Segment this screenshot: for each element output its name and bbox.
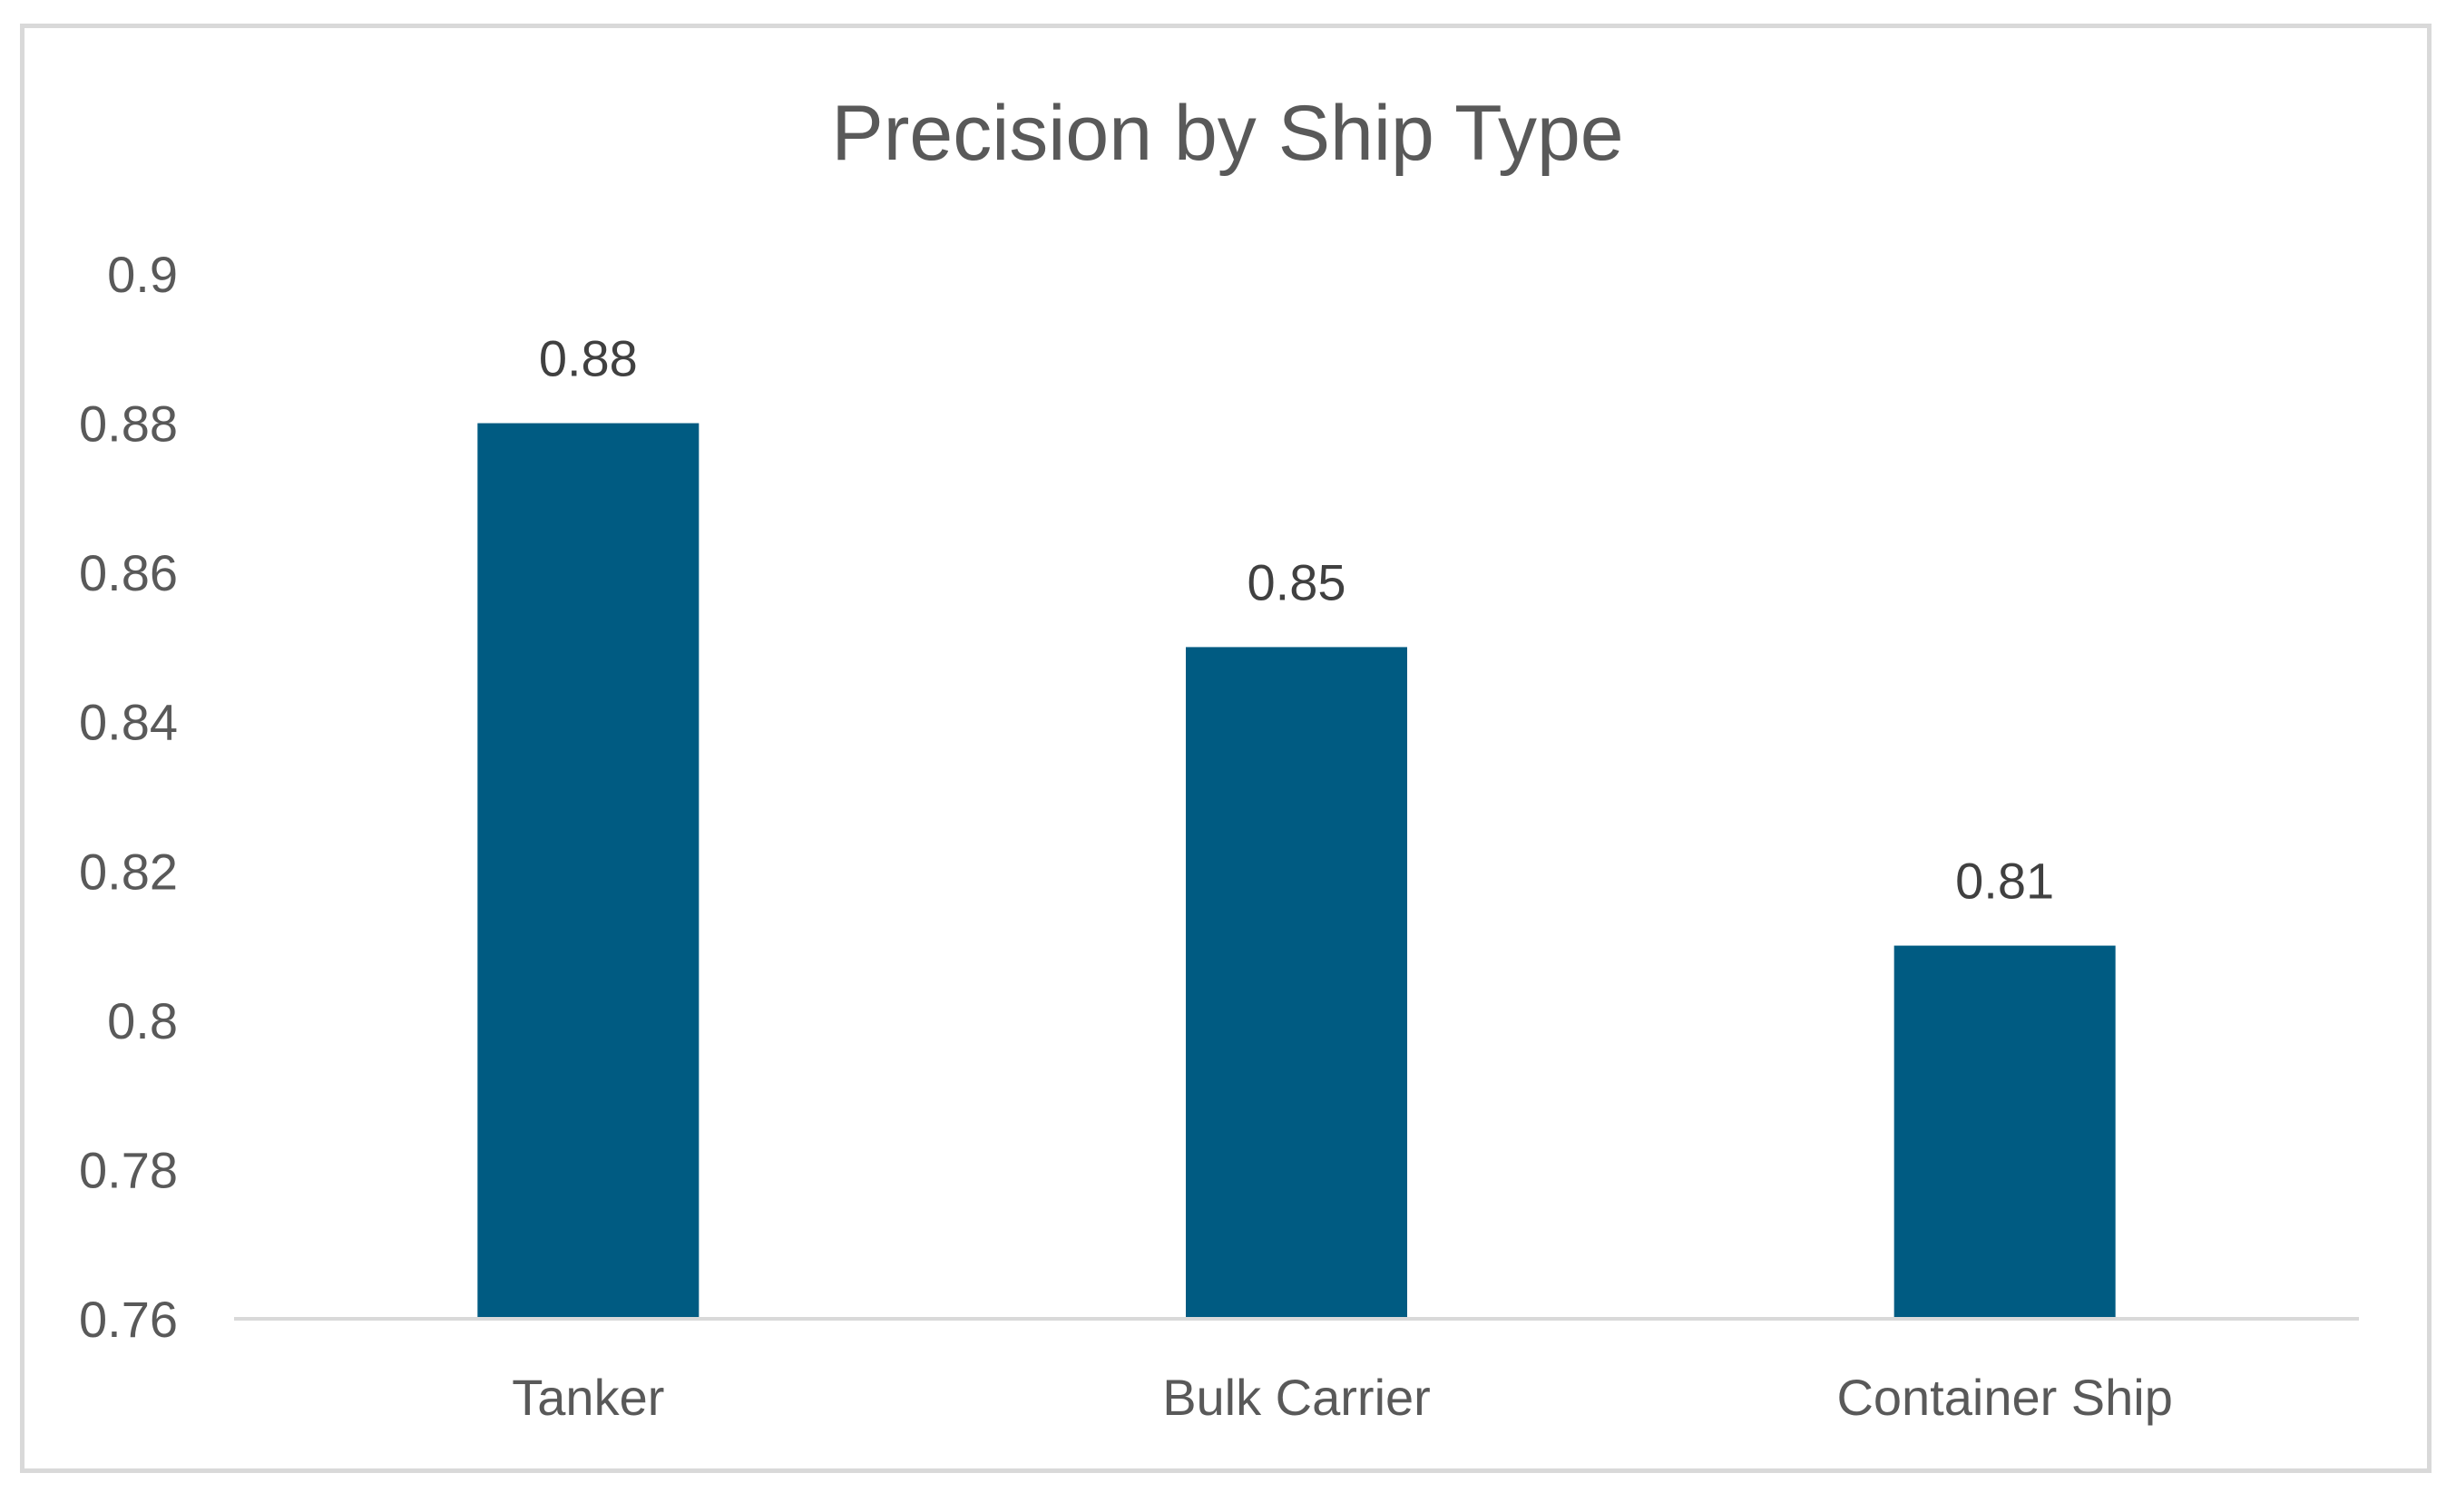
x-category-label: Bulk Carrier <box>1162 1369 1431 1426</box>
y-tick-label: 0.8 <box>107 992 178 1049</box>
y-tick-label: 0.82 <box>79 843 178 900</box>
bar-tanker <box>477 423 700 1320</box>
y-tick-label: 0.84 <box>79 694 178 751</box>
data-label: 0.88 <box>539 330 638 387</box>
data-label: 0.81 <box>1955 853 2054 910</box>
chart-title: Precision by Ship Type <box>831 90 1623 177</box>
bar-bulk-carrier <box>1186 647 1407 1319</box>
y-tick-label: 0.88 <box>79 395 178 453</box>
y-tick-label: 0.9 <box>107 246 178 303</box>
y-tick-label: 0.78 <box>79 1141 178 1198</box>
y-tick-label: 0.76 <box>79 1291 178 1348</box>
bar-container-ship <box>1893 945 2116 1319</box>
x-axis: Tanker Bulk Carrier Container Ship <box>234 1317 2359 1426</box>
x-category-label: Tanker <box>512 1369 664 1426</box>
x-category-label: Container Ship <box>1836 1369 2172 1426</box>
data-label: 0.85 <box>1248 553 1346 610</box>
y-tick-label: 0.86 <box>79 544 178 601</box>
y-axis: 0.76 0.78 0.8 0.82 0.84 0.86 0.88 0.9 <box>79 246 178 1348</box>
bars-group: 0.88 0.85 0.81 <box>477 330 2116 1320</box>
